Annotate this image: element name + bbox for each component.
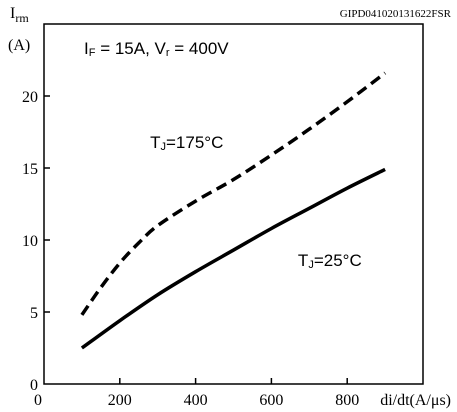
forward-current-symbol: I — [84, 39, 89, 58]
y-axis-subscript: rm — [15, 11, 29, 25]
reverse-voltage-subscript: r — [166, 47, 170, 59]
data-series: TJ=175°C TJ=25°C — [80, 71, 387, 350]
reverse-voltage-value: = 400V — [170, 39, 230, 58]
series-line-tj-175c — [80, 71, 387, 316]
figure-reference-code: GIPD041020131622FSR — [340, 8, 452, 20]
y-axis-symbol: I — [10, 5, 15, 22]
series-label-tj-25c: TJ=25°C — [298, 251, 362, 271]
reverse-voltage-symbol: V — [155, 39, 167, 58]
x-tick-label: 600 — [259, 392, 283, 409]
y-tick-label: 5 — [30, 305, 38, 322]
x-tick-label: 400 — [184, 392, 208, 409]
series-line-tj-25c — [80, 167, 386, 350]
plot-frame — [43, 23, 424, 385]
x-tick-label: 200 — [108, 392, 132, 409]
y-tick-label: 15 — [22, 161, 38, 178]
y-axis-unit: (A) — [8, 37, 30, 54]
y-tick-label: 0 — [30, 377, 38, 394]
y-tick-label: 20 — [22, 89, 38, 106]
forward-current-subscript: F — [89, 47, 96, 59]
y-tick-label: 10 — [22, 233, 38, 250]
y-axis-title: Irm — [10, 5, 29, 25]
series-label-tj-175c: TJ=175°C — [150, 133, 223, 153]
x-tick-label: 0 — [34, 392, 42, 409]
x-tick-label: 800 — [335, 392, 359, 409]
x-axis-title: di/dt(A/μs) — [380, 392, 451, 409]
test-condition-label: IF = 15A, Vr = 400V — [84, 39, 229, 59]
forward-current-value: = 15A, — [95, 39, 154, 58]
